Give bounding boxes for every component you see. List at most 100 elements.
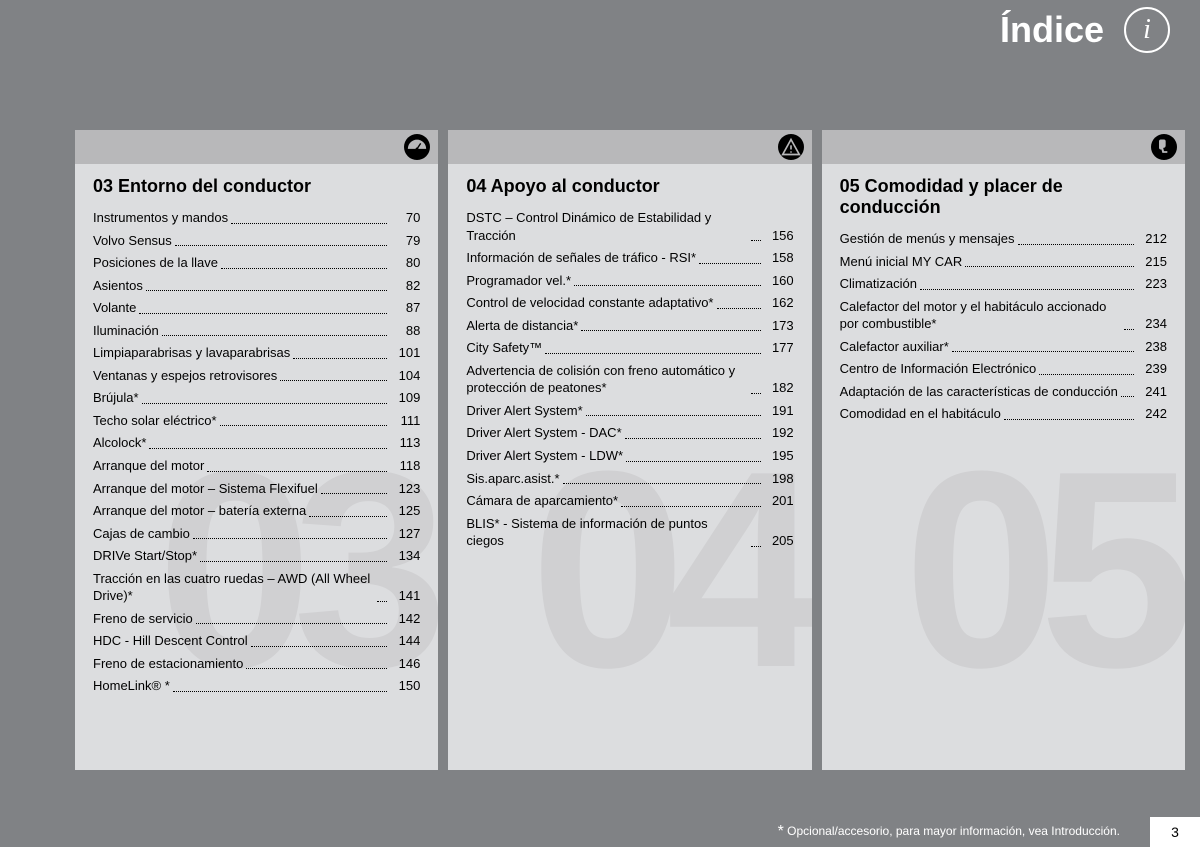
- toc-label: Brújula*: [93, 389, 139, 407]
- column-header: [75, 130, 438, 164]
- toc-leader-dots: [751, 546, 761, 547]
- toc-page: 198: [764, 470, 794, 488]
- toc-page: 156: [764, 227, 794, 245]
- toc-page: 160: [764, 272, 794, 290]
- toc-label: City Safety™: [466, 339, 542, 357]
- toc-leader-dots: [621, 506, 761, 507]
- toc-leader-dots: [1039, 374, 1134, 375]
- toc-label: Menú inicial MY CAR: [840, 253, 963, 271]
- toc-page: 88: [390, 322, 420, 340]
- toc-leader-dots: [142, 403, 388, 404]
- toc-label: Calefactor del motor y el habitáculo acc…: [840, 298, 1121, 333]
- toc-leader-dots: [321, 493, 388, 494]
- toc-leader-dots: [231, 223, 387, 224]
- toc-leader-dots: [149, 448, 387, 449]
- page-number: 3: [1150, 817, 1200, 847]
- toc-leader-dots: [751, 240, 761, 241]
- toc-entry: Adaptación de las características de con…: [840, 383, 1167, 401]
- toc-page: 141: [390, 587, 420, 605]
- toc-entry: Limpiaparabrisas y lavaparabrisas101: [93, 344, 420, 362]
- toc-page: 177: [764, 339, 794, 357]
- toc-entry: Instrumentos y mandos70: [93, 209, 420, 227]
- toc-page: 191: [764, 402, 794, 420]
- toc-leader-dots: [699, 263, 761, 264]
- toc-entry: Arranque del motor 118: [93, 457, 420, 475]
- gauge-icon: [404, 134, 430, 160]
- toc-label: Calefactor auxiliar*: [840, 338, 949, 356]
- toc-page: 87: [390, 299, 420, 317]
- toc-leader-dots: [280, 380, 387, 381]
- toc-label: Control de velocidad constante adaptativ…: [466, 294, 713, 312]
- toc-entry: Información de señales de tráfico - RSI*…: [466, 249, 793, 267]
- toc-entry: Sis.aparc.asist.* 198: [466, 470, 793, 488]
- toc-entry: Control de velocidad constante adaptativ…: [466, 294, 793, 312]
- toc-page: 150: [390, 677, 420, 695]
- toc-leader-dots: [246, 668, 387, 669]
- toc-entry: HomeLink® *150: [93, 677, 420, 695]
- page-footer: * Opcional/accesorio, para mayor informa…: [778, 817, 1200, 847]
- toc-entry: Volante87: [93, 299, 420, 317]
- toc-leader-dots: [545, 353, 760, 354]
- toc-page: 70: [390, 209, 420, 227]
- toc-label: Alerta de distancia*: [466, 317, 578, 335]
- toc-page: 82: [390, 277, 420, 295]
- toc-leader-dots: [309, 516, 387, 517]
- toc-page: 173: [764, 317, 794, 335]
- toc-entry: Advertencia de colisión con freno automá…: [466, 362, 793, 397]
- toc-leader-dots: [173, 691, 388, 692]
- toc-page: 101: [390, 344, 420, 362]
- toc-label: Información de señales de tráfico - RSI*: [466, 249, 696, 267]
- toc-page: 212: [1137, 230, 1167, 248]
- toc-leader-dots: [952, 351, 1134, 352]
- toc-label: Sis.aparc.asist.*: [466, 470, 559, 488]
- toc-leader-dots: [1018, 244, 1134, 245]
- toc-entry: DRIVe Start/Stop*134: [93, 547, 420, 565]
- toc-page: 201: [764, 492, 794, 510]
- toc-leader-dots: [200, 561, 387, 562]
- column-body: 0505 Comodidad y placer de conducciónGes…: [822, 164, 1185, 770]
- toc-label: Comodidad en el habitáculo: [840, 405, 1001, 423]
- toc-page: 104: [390, 367, 420, 385]
- toc-leader-dots: [377, 601, 387, 602]
- toc-entry: Tracción en las cuatro ruedas – AWD (All…: [93, 570, 420, 605]
- toc-leader-dots: [574, 285, 761, 286]
- toc-label: Alcolock*: [93, 434, 146, 452]
- toc-page: 238: [1137, 338, 1167, 356]
- page-header: Índice i: [0, 0, 1200, 60]
- toc-entry: Alerta de distancia* 173: [466, 317, 793, 335]
- toc-label: Driver Alert System - LDW*: [466, 447, 623, 465]
- toc-label: Driver Alert System*: [466, 402, 582, 420]
- toc-leader-dots: [717, 308, 761, 309]
- toc-leader-dots: [626, 461, 761, 462]
- toc-leader-dots: [965, 266, 1134, 267]
- warn-icon: [778, 134, 804, 160]
- toc-column: 0505 Comodidad y placer de conducciónGes…: [822, 130, 1185, 770]
- toc-page: 239: [1137, 360, 1167, 378]
- toc-leader-dots: [293, 358, 387, 359]
- toc-label: HDC - Hill Descent Control: [93, 632, 248, 650]
- toc-leader-dots: [586, 415, 761, 416]
- toc-label: Gestión de menús y mensajes: [840, 230, 1015, 248]
- toc-entry: HDC - Hill Descent Control 144: [93, 632, 420, 650]
- section-title: 04 Apoyo al conductor: [466, 176, 793, 197]
- toc-page: 79: [390, 232, 420, 250]
- toc-entry: DSTC – Control Dinámico de Estabilidad y…: [466, 209, 793, 244]
- toc-leader-dots: [625, 438, 761, 439]
- toc-entry: Comodidad en el habitáculo242: [840, 405, 1167, 423]
- toc-entry: Menú inicial MY CAR215: [840, 253, 1167, 271]
- toc-entry: Centro de Información Electrónico239: [840, 360, 1167, 378]
- toc-page: 118: [390, 457, 420, 475]
- toc-page: 123: [390, 480, 420, 498]
- toc-page: 142: [390, 610, 420, 628]
- section-title: 03 Entorno del conductor: [93, 176, 420, 197]
- toc-leader-dots: [146, 290, 387, 291]
- toc-leader-dots: [196, 623, 388, 624]
- toc-page: 223: [1137, 275, 1167, 293]
- toc-page: 144: [390, 632, 420, 650]
- toc-entry: Driver Alert System - DAC*192: [466, 424, 793, 442]
- toc-label: Ventanas y espejos retrovisores: [93, 367, 277, 385]
- toc-label: Freno de servicio: [93, 610, 193, 628]
- toc-label: Arranque del motor: [93, 457, 204, 475]
- toc-page: 113: [390, 434, 420, 452]
- toc-label: Climatización: [840, 275, 917, 293]
